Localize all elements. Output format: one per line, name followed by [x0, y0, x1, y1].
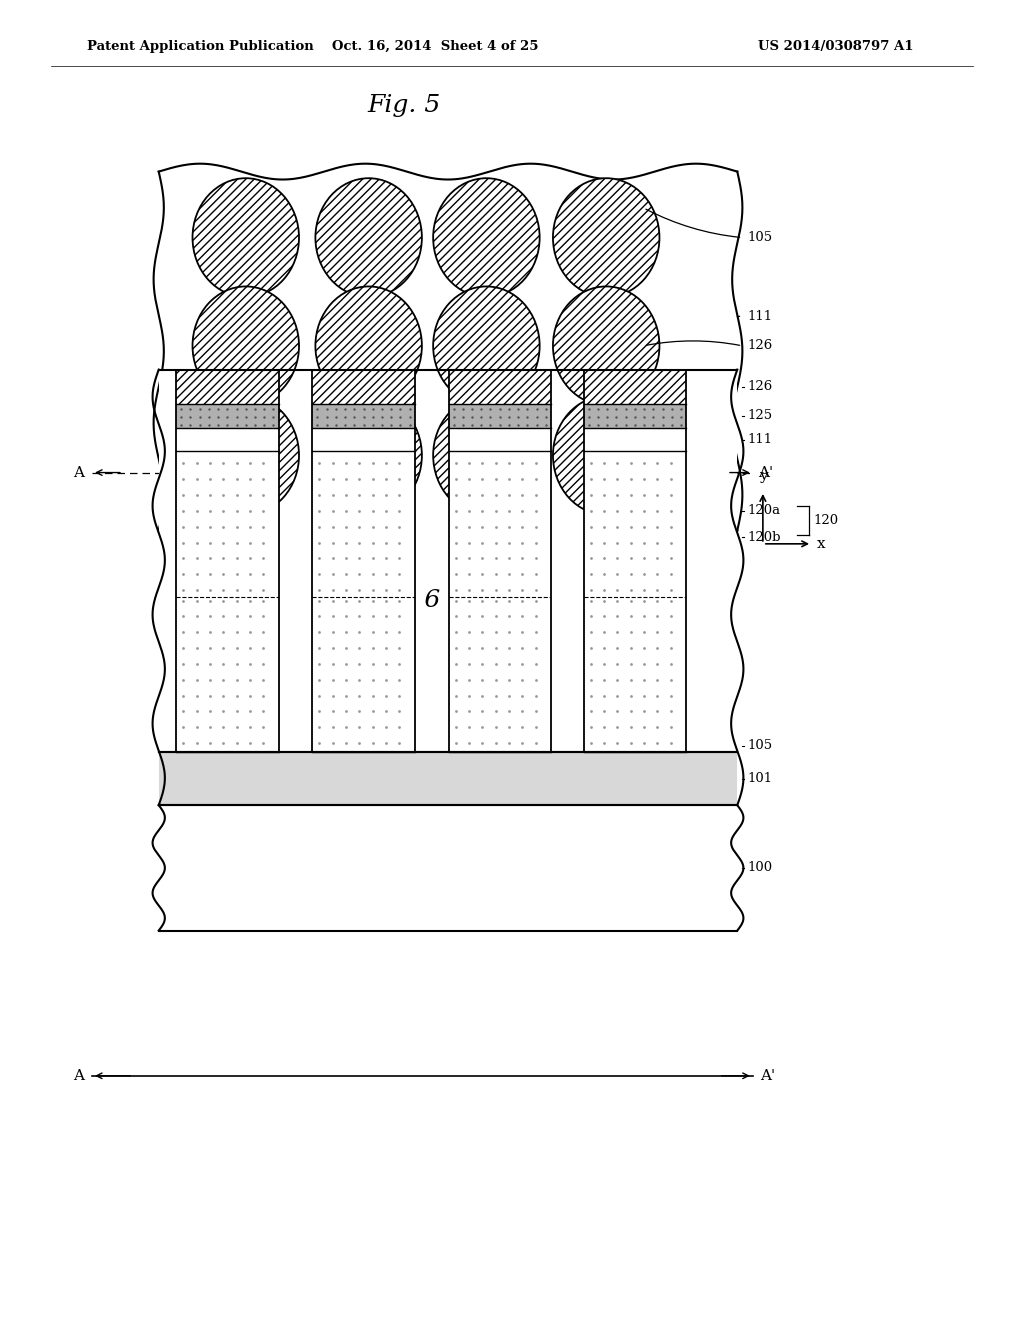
Text: y: y [759, 469, 767, 483]
Ellipse shape [553, 178, 659, 297]
Text: 111: 111 [748, 310, 773, 323]
Bar [449, 428, 551, 451]
Bar [176, 428, 279, 451]
Text: 126: 126 [748, 380, 773, 393]
Text: Fig. 5: Fig. 5 [368, 94, 441, 117]
Ellipse shape [315, 178, 422, 297]
Bar [176, 451, 279, 597]
Bar [584, 597, 686, 752]
Ellipse shape [193, 396, 299, 515]
Text: Patent Application Publication: Patent Application Publication [87, 40, 313, 53]
Text: US 2014/0308797 A1: US 2014/0308797 A1 [758, 40, 913, 53]
Ellipse shape [553, 396, 659, 515]
Ellipse shape [433, 396, 540, 515]
Bar [312, 451, 415, 597]
Bar [312, 370, 415, 404]
Bar [449, 404, 551, 428]
Bar [584, 370, 686, 404]
Text: A': A' [760, 1069, 775, 1082]
Text: 101: 101 [748, 772, 773, 785]
Ellipse shape [433, 178, 540, 297]
Text: 105: 105 [748, 231, 773, 244]
Text: 111: 111 [748, 433, 773, 446]
Text: 105: 105 [748, 739, 773, 752]
Bar [449, 451, 551, 597]
Text: 125: 125 [748, 409, 773, 422]
Bar [312, 428, 415, 451]
Ellipse shape [193, 286, 299, 405]
Text: A: A [73, 1069, 84, 1082]
Text: A: A [73, 466, 84, 479]
Bar [449, 597, 551, 752]
Ellipse shape [315, 286, 422, 405]
Text: x: x [817, 537, 825, 550]
Ellipse shape [553, 286, 659, 405]
Bar [312, 597, 415, 752]
Bar [449, 370, 551, 404]
Text: 120a: 120a [748, 504, 780, 517]
Bar [176, 404, 279, 428]
Bar [176, 370, 279, 404]
Ellipse shape [433, 286, 540, 405]
Text: 126: 126 [748, 339, 773, 352]
Bar [312, 404, 415, 428]
Text: 120b: 120b [748, 531, 781, 544]
Text: 120: 120 [813, 513, 839, 527]
Bar [584, 451, 686, 597]
Text: Oct. 16, 2014  Sheet 4 of 25: Oct. 16, 2014 Sheet 4 of 25 [332, 40, 539, 53]
Text: A': A' [758, 466, 773, 479]
Ellipse shape [315, 396, 422, 515]
Text: Fig. 6: Fig. 6 [368, 589, 441, 612]
Ellipse shape [193, 178, 299, 297]
Text: 100: 100 [748, 862, 773, 874]
Bar [159, 370, 737, 752]
Bar [584, 428, 686, 451]
Bar [584, 404, 686, 428]
Bar [176, 597, 279, 752]
Bar [159, 752, 737, 805]
